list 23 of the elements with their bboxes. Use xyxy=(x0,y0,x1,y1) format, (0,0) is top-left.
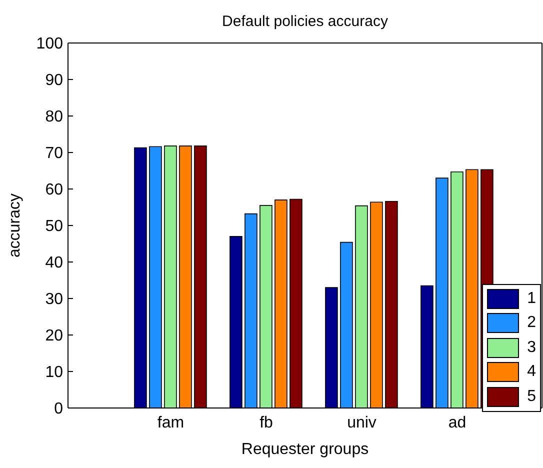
y-tick-label: 20 xyxy=(45,328,64,345)
legend-label: 4 xyxy=(527,363,536,382)
x-tick-label: univ xyxy=(347,414,376,432)
y-tick-label: 0 xyxy=(54,400,64,418)
y-tick-label: 90 xyxy=(45,72,64,90)
y-tick-label: 80 xyxy=(45,108,64,126)
y-tick-label: 60 xyxy=(45,182,64,199)
legend-label: 1 xyxy=(527,290,536,308)
y-tick-label: 10 xyxy=(45,364,64,382)
legend-label: 3 xyxy=(527,338,536,357)
y-axis-title: accuracy xyxy=(6,193,24,258)
y-tick-label: 50 xyxy=(45,218,64,236)
x-axis-title: Requester groups xyxy=(241,441,369,458)
y-tick-label: 30 xyxy=(45,291,64,308)
chart-title: Default policies accuracy xyxy=(222,13,388,30)
legend-label: 2 xyxy=(527,314,536,332)
y-tick-label: 100 xyxy=(36,36,64,53)
x-tick-label: fb xyxy=(260,414,274,432)
legend-label: 5 xyxy=(527,388,536,406)
x-tick-label: fam xyxy=(157,414,184,432)
x-tick-label: ad xyxy=(448,414,466,432)
y-tick-label: 40 xyxy=(45,254,64,272)
y-tick-label: 70 xyxy=(45,145,64,162)
